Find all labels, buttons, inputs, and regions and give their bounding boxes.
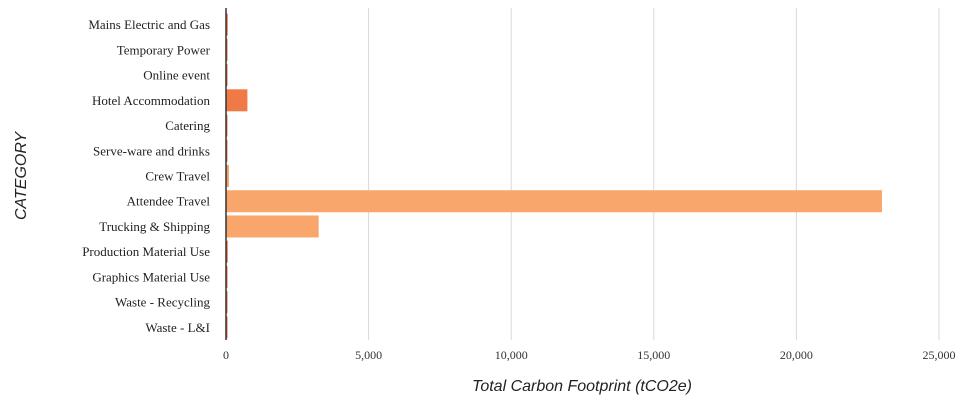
- category-label: Online event: [143, 68, 210, 83]
- bar: [226, 165, 229, 187]
- category-label: Crew Travel: [145, 169, 210, 184]
- category-labels: Mains Electric and Gas Temporary Power Onl…: [82, 17, 210, 335]
- bar: [226, 13, 228, 36]
- y-axis-title: CATEGORY: [13, 131, 30, 220]
- x-tick-label: 20,000: [780, 348, 813, 362]
- bar: [226, 89, 248, 112]
- bar: [226, 240, 228, 263]
- x-tick-labels: 0 5,000 10,000 15,000 20,000 25,000: [223, 348, 956, 362]
- category-label: Waste - L&I: [145, 320, 210, 335]
- x-tick-label: 15,000: [637, 348, 670, 362]
- category-label: Graphics Material Use: [92, 269, 210, 284]
- category-label: Catering: [165, 118, 210, 133]
- category-label: Temporary Power: [117, 42, 211, 57]
- category-label: Trucking & Shipping: [99, 219, 210, 234]
- bars: [226, 13, 882, 339]
- x-tick-label: 0: [223, 348, 229, 362]
- bar: [226, 215, 319, 238]
- x-tick-label: 25,000: [923, 348, 956, 362]
- x-tick-label: 5,000: [355, 348, 382, 362]
- x-tick-label: 10,000: [495, 348, 528, 362]
- x-axis-title: Total Carbon Footprint (tCO2e): [472, 378, 692, 395]
- grid-lines: [368, 8, 940, 340]
- category-label: Serve-ware and drinks: [93, 143, 210, 158]
- bar: [226, 190, 882, 213]
- category-label: Mains Electric and Gas: [88, 17, 210, 32]
- category-label: Attendee Travel: [127, 194, 211, 209]
- category-label: Production Material Use: [82, 244, 210, 259]
- category-label: Waste - Recycling: [115, 295, 210, 310]
- category-label: Hotel Accommodation: [92, 93, 211, 108]
